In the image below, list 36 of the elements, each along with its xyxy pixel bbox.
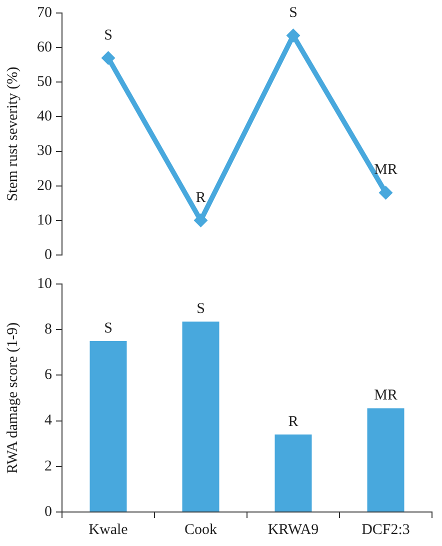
data-label: MR (374, 388, 398, 404)
y-tick-label: 0 (44, 246, 52, 263)
y-tick-label: 60 (37, 40, 52, 56)
y-tick-label: 2 (44, 458, 52, 474)
point (101, 50, 116, 65)
data-label: MR (374, 162, 398, 178)
data-label: S (104, 320, 112, 336)
bar (274, 434, 312, 512)
y-tick-label: 30 (37, 143, 52, 160)
x-tick-label: KRWA9 (268, 522, 319, 538)
data-label: R (196, 190, 206, 206)
data-label: S (104, 27, 112, 44)
y-tick-label: 40 (37, 108, 52, 125)
y-tick-label: 6 (44, 367, 52, 384)
data-label: R (288, 414, 298, 430)
y-tick-label: 10 (37, 276, 52, 292)
x-tick-label: Kwale (88, 522, 128, 538)
bar (367, 408, 404, 512)
data-label: S (196, 301, 205, 318)
y-tick-label: 4 (44, 412, 52, 429)
y-axis-title: Stem rust severity (%) (4, 66, 21, 202)
data-label: S (289, 4, 298, 21)
x-tick-label: DCF2:3 (362, 522, 410, 538)
bar (90, 341, 127, 512)
y-tick-label: 70 (37, 4, 52, 21)
point (378, 186, 393, 200)
y-axis-title: RWA damage score (1-9) (4, 322, 21, 474)
y-tick-label: 50 (37, 74, 52, 90)
point (194, 213, 208, 228)
y-tick-label: 0 (44, 504, 52, 520)
x-tick-label: Cook (184, 522, 218, 538)
y-tick-label: 20 (37, 178, 52, 194)
y-tick-label: 10 (37, 212, 52, 228)
bar (182, 322, 220, 512)
y-tick-label: 8 (44, 322, 52, 338)
point (286, 28, 300, 42)
